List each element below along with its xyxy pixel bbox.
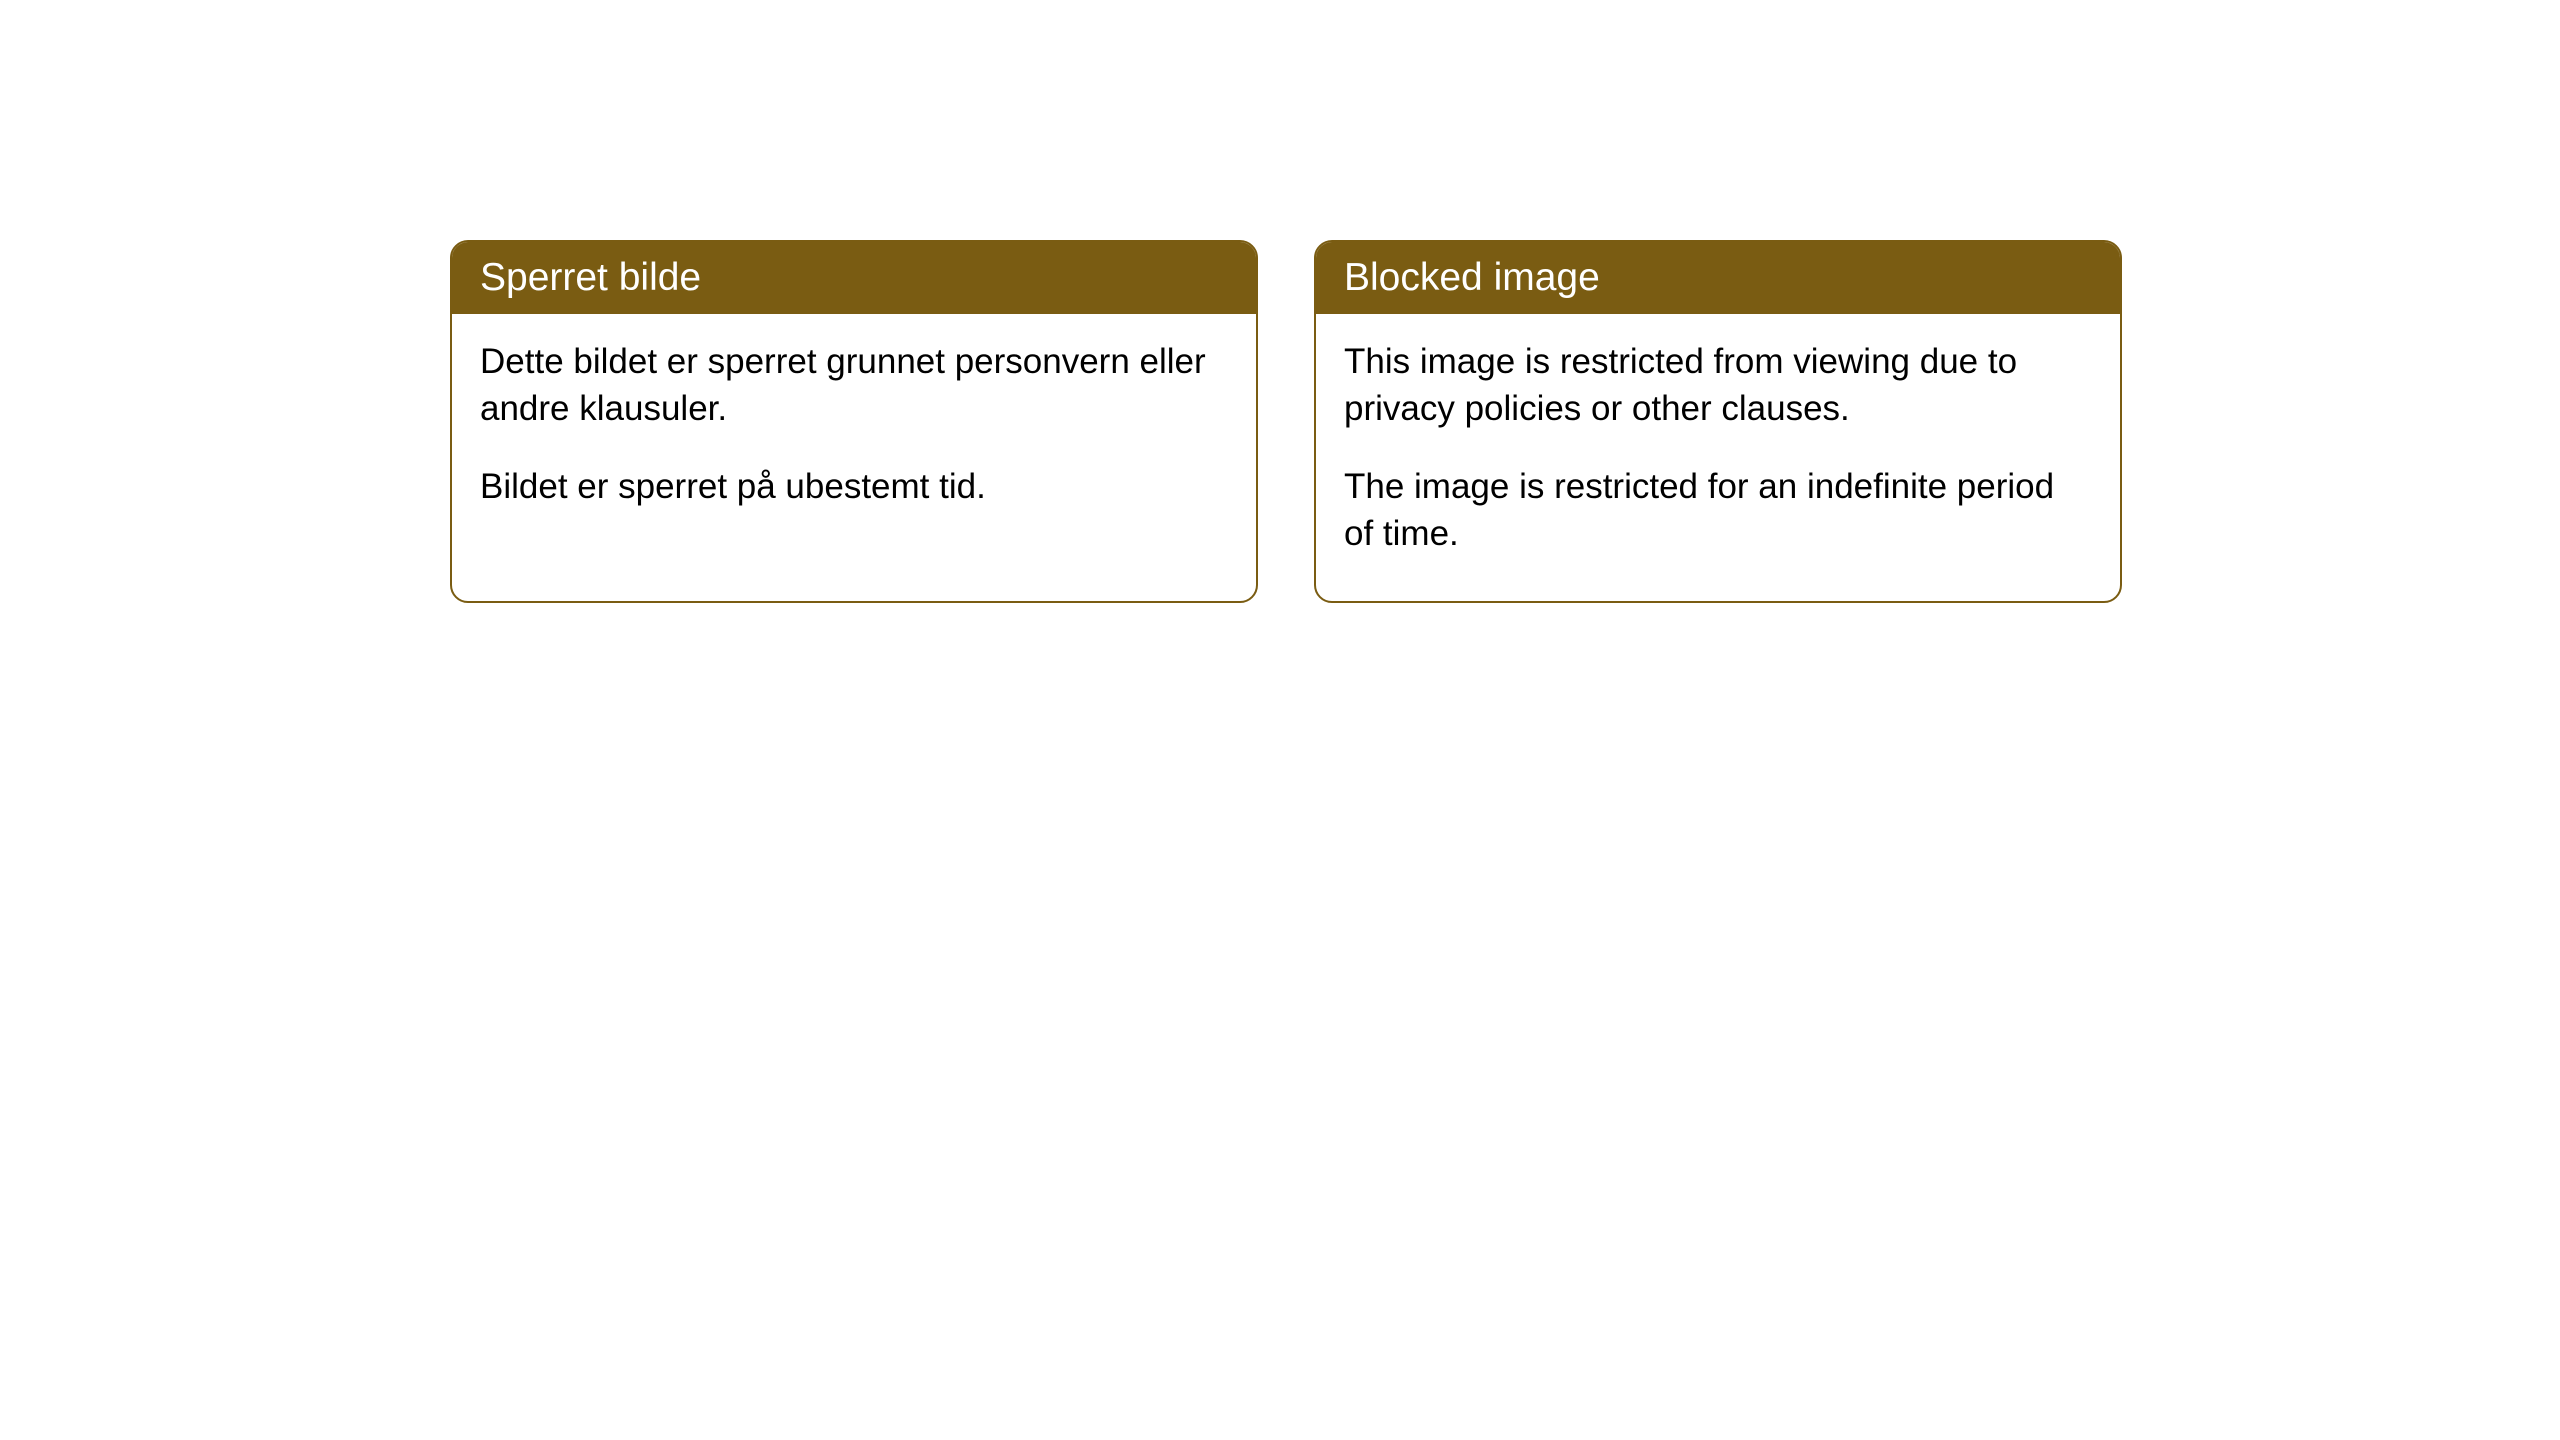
- notice-cards-container: Sperret bilde Dette bildet er sperret gr…: [450, 240, 2122, 603]
- card-header-english: Blocked image: [1316, 242, 2120, 314]
- card-body-norwegian: Dette bildet er sperret grunnet personve…: [452, 314, 1256, 554]
- blocked-image-card-english: Blocked image This image is restricted f…: [1314, 240, 2122, 603]
- card-body-english: This image is restricted from viewing du…: [1316, 314, 2120, 601]
- card-text-norwegian-1: Dette bildet er sperret grunnet personve…: [480, 338, 1228, 433]
- card-text-english-2: The image is restricted for an indefinit…: [1344, 463, 2092, 558]
- blocked-image-card-norwegian: Sperret bilde Dette bildet er sperret gr…: [450, 240, 1258, 603]
- card-text-english-1: This image is restricted from viewing du…: [1344, 338, 2092, 433]
- card-header-norwegian: Sperret bilde: [452, 242, 1256, 314]
- card-text-norwegian-2: Bildet er sperret på ubestemt tid.: [480, 463, 1228, 510]
